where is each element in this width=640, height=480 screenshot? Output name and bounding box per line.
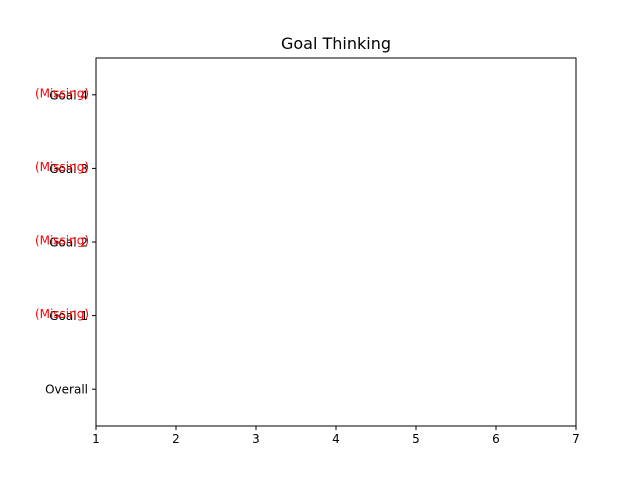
missing-annotation: (Missing) <box>35 234 89 248</box>
y-tick-label: Goal 3 <box>49 162 88 176</box>
missing-annotation: (Missing) <box>35 307 89 321</box>
chart-title: Goal Thinking <box>281 34 391 53</box>
y-tick-label: Goal 2 <box>49 236 88 250</box>
x-tick-label: 3 <box>252 432 260 446</box>
plot-frame <box>95 57 577 427</box>
x-tick-label: 2 <box>172 432 180 446</box>
x-tick-label: 1 <box>92 432 100 446</box>
y-tick-label: Goal 4 <box>49 88 88 102</box>
missing-annotation: (Missing) <box>35 160 89 174</box>
missing-annotation: (Missing) <box>35 86 89 100</box>
x-tick-label: 4 <box>332 432 340 446</box>
x-tick-label: 7 <box>572 432 580 446</box>
missing-annotations: (Missing) (Missing) (Missing) (Missing) <box>35 86 89 321</box>
y-tick-label: Overall <box>45 383 88 397</box>
y-axis: Overall Goal 1 Goal 2 Goal 3 Goal 4 <box>45 88 96 397</box>
x-axis: 1 2 3 4 5 6 7 <box>92 426 580 446</box>
x-tick-label: 5 <box>412 432 420 446</box>
x-tick-label: 6 <box>492 432 500 446</box>
y-tick-label: Goal 1 <box>49 309 88 323</box>
